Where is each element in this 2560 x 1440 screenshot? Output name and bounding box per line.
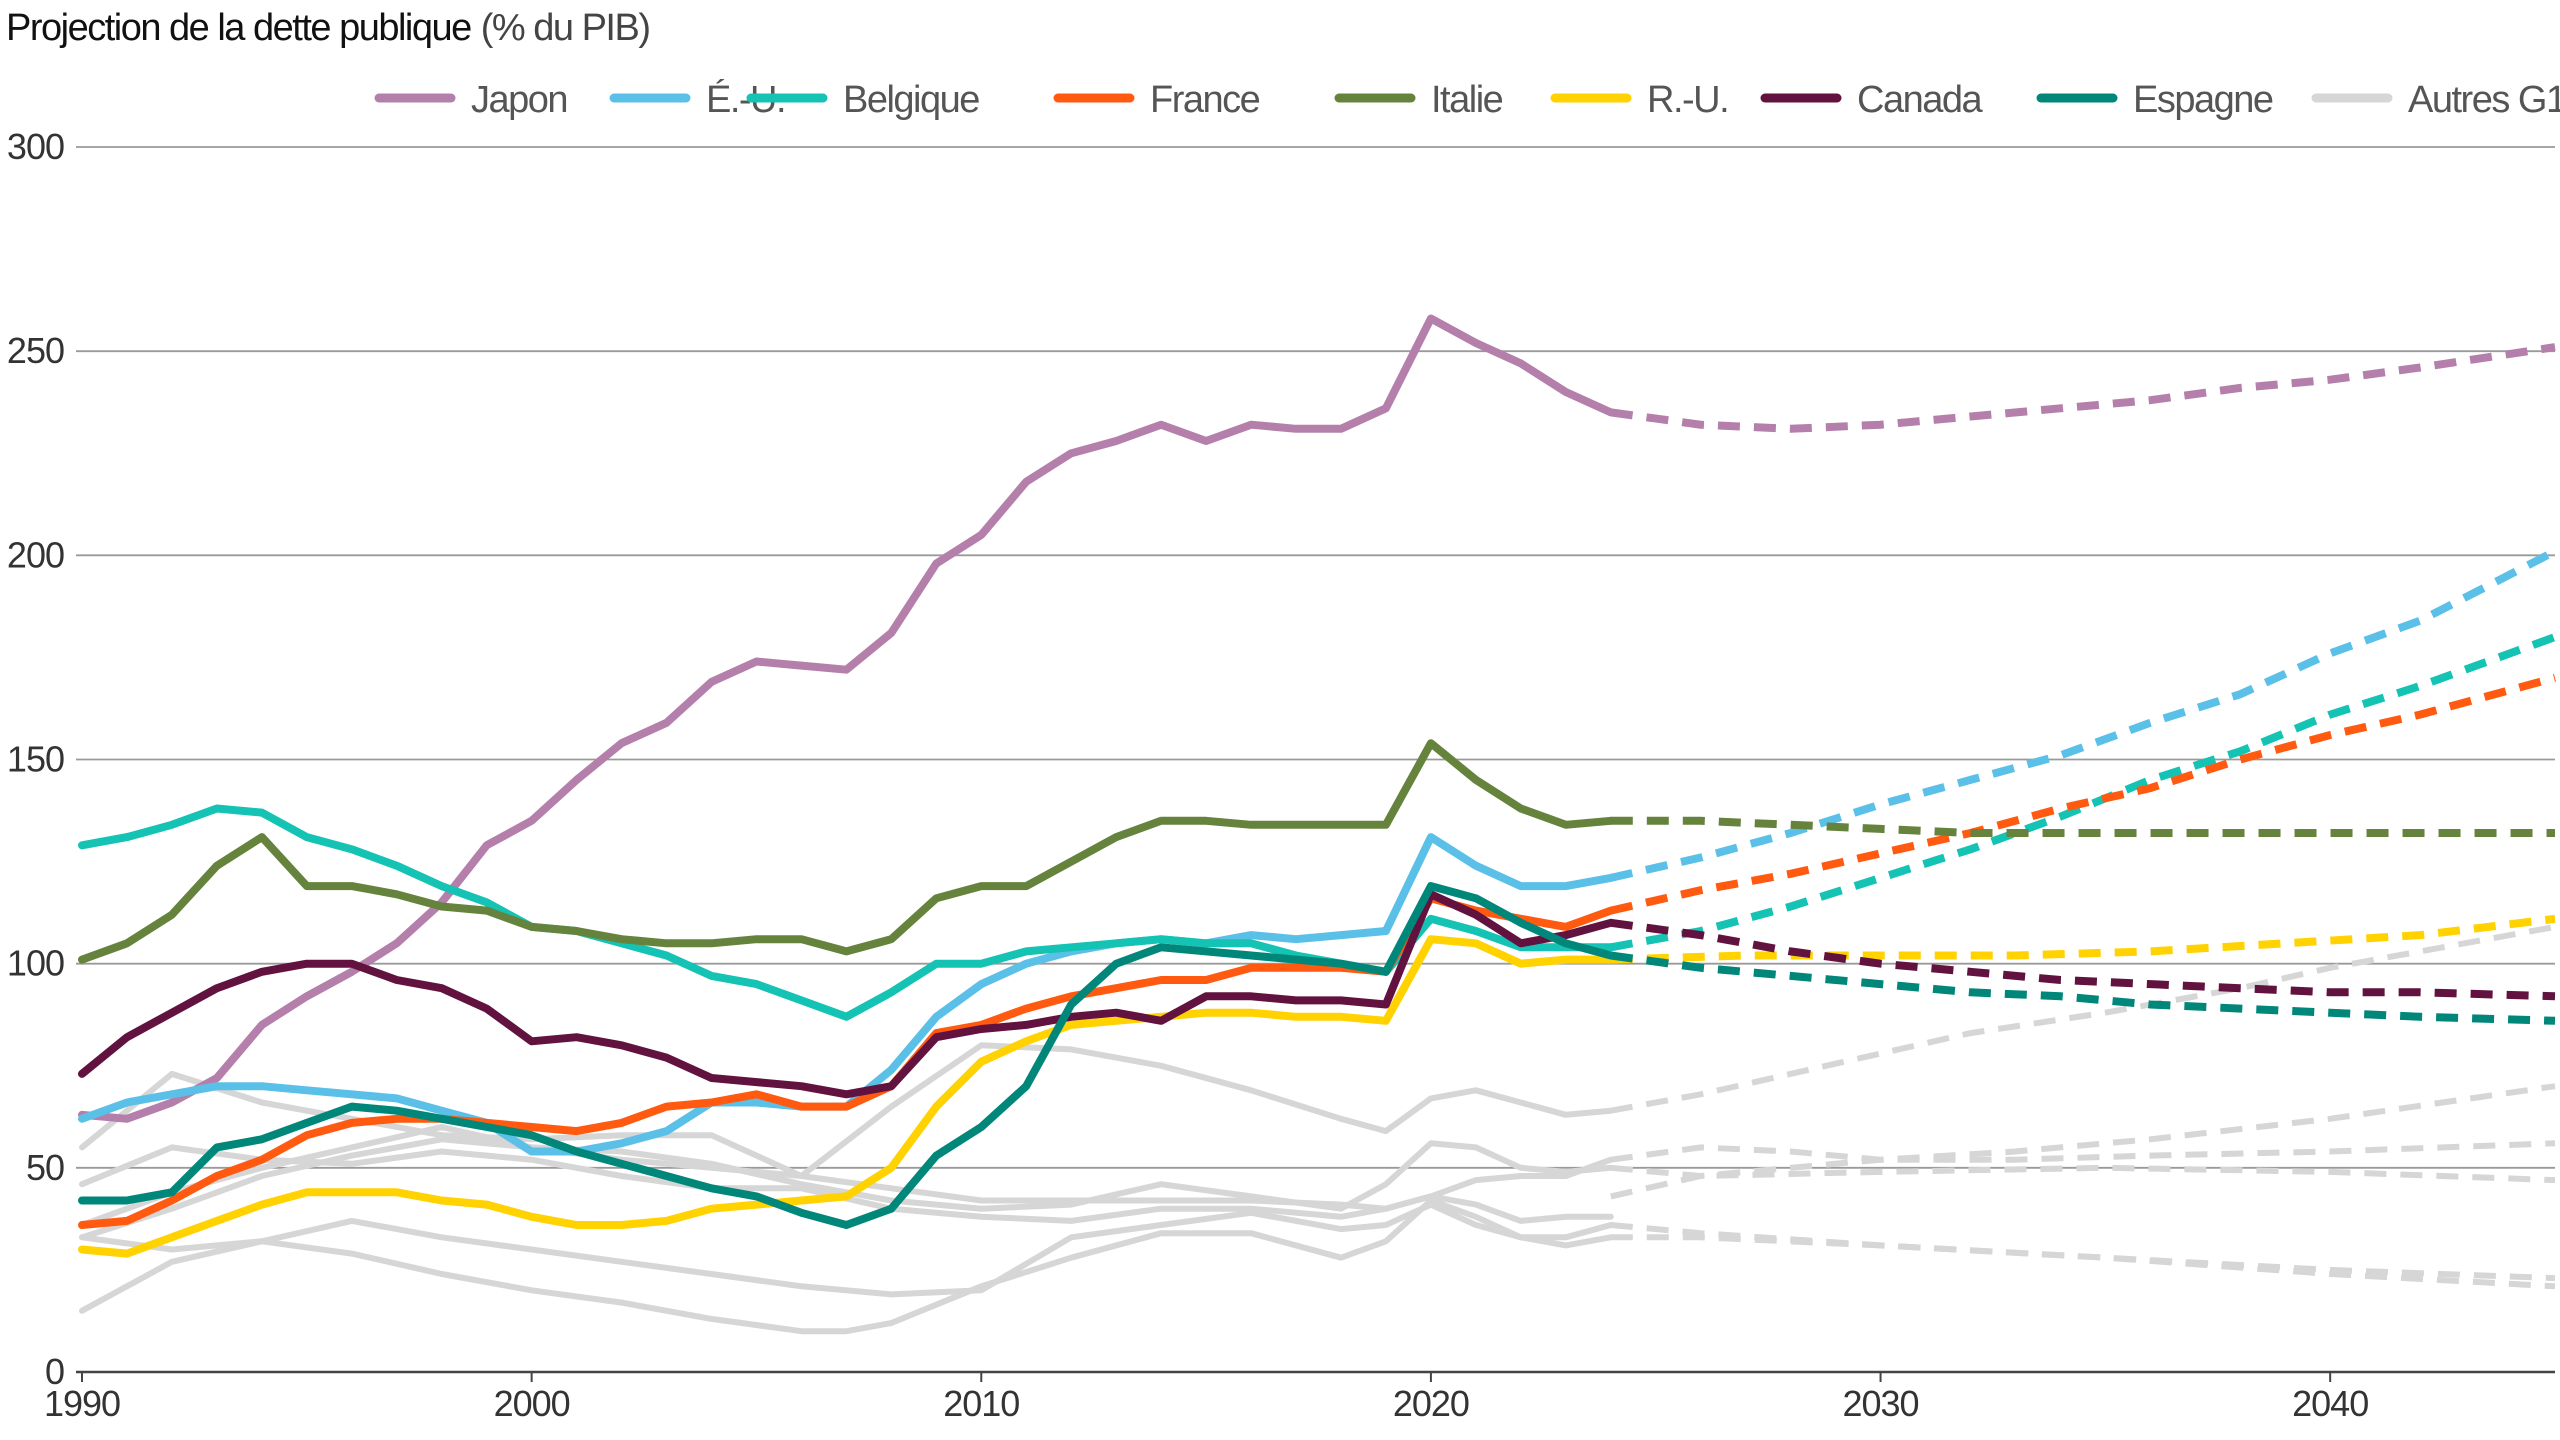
series-italie-projection-line	[1610, 816, 2555, 837]
series-canada-actual-line	[78, 890, 1615, 1099]
series-lines	[78, 314, 2557, 1335]
legend-label: Canada	[1857, 79, 1983, 121]
legend-label: Japon	[471, 79, 567, 121]
series-autres-g10-projection-line	[1610, 1234, 2556, 1282]
series-autres-g10-actual-line	[79, 1144, 1614, 1224]
series-autres-g10-actual-line	[79, 1042, 1614, 1179]
legend-label: Espagne	[2133, 79, 2273, 121]
series-espagne-actual-line	[78, 882, 1615, 1229]
series-autres-g10-projection-line	[1610, 923, 2556, 1114]
y-tick-label: 0	[45, 1351, 64, 1392]
legend-label: Italie	[1431, 79, 1503, 121]
series-espagne-projection-line	[1610, 951, 2556, 1025]
series-autres-g10-actual-line	[79, 1124, 1614, 1228]
chart-title: Projection de la dette publique	[6, 7, 471, 49]
series-autres-g10-projection-line	[1610, 1164, 2556, 1200]
series-r-u--actual-line	[78, 935, 1615, 1258]
series--u--projection-line	[1609, 547, 2557, 882]
series-france-projection-line	[1609, 673, 2557, 915]
y-tick-label: 300	[7, 126, 64, 167]
legend-label: R.-U.	[1647, 79, 1728, 121]
legend-item: France	[1053, 79, 1261, 121]
x-tick-label: 1990	[44, 1383, 120, 1424]
chart-title-group: Projection de la dette publique (% du PIB…	[6, 7, 650, 49]
legend-item: Italie	[1334, 79, 1504, 121]
legend-item: Espagne	[2036, 79, 2274, 121]
legend-item: Canada	[1760, 79, 1985, 121]
legend-label: Belgique	[843, 79, 979, 121]
x-tick-label: 2020	[1393, 1383, 1469, 1424]
y-tick-label: 200	[7, 534, 64, 575]
gridlines	[76, 146, 2555, 1374]
series-italie-actual-line	[78, 739, 1615, 964]
series-autres-g10-projection-line	[1610, 1222, 2556, 1290]
series-autres-g10-actual-line	[79, 1136, 1614, 1241]
y-tick-label: 150	[7, 739, 64, 780]
y-axis-ticks: 0 50 100 150 200 250 300	[7, 126, 65, 1392]
series-canada-projection-line	[1610, 918, 2556, 1001]
x-tick-label: 2030	[1842, 1383, 1918, 1424]
legend: Japon É.-U. Belgique France Italie R.-U. Canad…	[374, 78, 2560, 121]
series-autres-g10-projection-line	[1610, 1083, 2556, 1180]
legend-item: R.-U.	[1550, 79, 1730, 121]
series-japon-actual-line	[78, 314, 1615, 1123]
legend-item: Belgique	[746, 79, 981, 121]
series-belgique-projection-line	[1610, 633, 2557, 952]
legend-label: France	[1150, 79, 1260, 121]
series-japon-projection-line	[1610, 343, 2556, 433]
legend-label: Autres G10	[2408, 79, 2560, 121]
chart-subtitle: (% du PIB)	[481, 7, 650, 49]
y-tick-label: 100	[7, 943, 64, 984]
y-tick-label: 250	[7, 330, 64, 371]
x-tick-label: 2010	[943, 1383, 1019, 1424]
series-belgique-actual-line	[78, 804, 1615, 1021]
series-r-u--projection-line	[1610, 914, 2556, 964]
x-tick-label: 2000	[494, 1383, 570, 1424]
series-autres-g10-actual-line	[79, 1197, 1614, 1335]
series-autres-g10-actual-line	[79, 1201, 1614, 1298]
y-tick-label: 50	[26, 1147, 64, 1188]
x-axis-ticks: 1990 2000 2010 2020 2030 2040	[44, 1372, 2369, 1424]
legend-item: Japon	[374, 79, 569, 121]
x-tick-label: 2040	[2292, 1383, 2368, 1424]
legend-item: Autres G10	[2311, 79, 2560, 121]
series-autres-g10-projection-line	[1610, 1140, 2556, 1163]
